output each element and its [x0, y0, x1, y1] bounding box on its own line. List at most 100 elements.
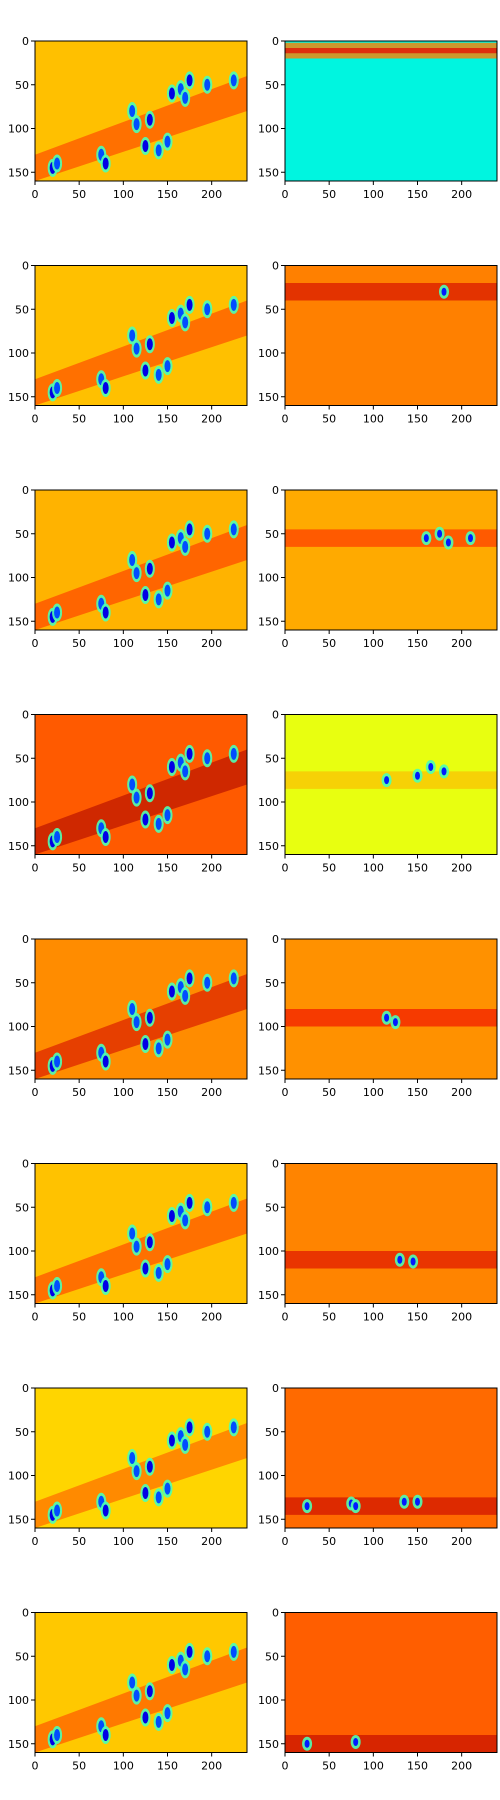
- x-tick-label: 200: [201, 1311, 222, 1324]
- y-tick-label: 100: [258, 572, 279, 585]
- y-tick-label: 50: [15, 752, 29, 765]
- heatmap-blob-core: [164, 809, 171, 822]
- y-tick-label: 100: [258, 1245, 279, 1258]
- heatmap-blob-core: [142, 140, 149, 152]
- heatmap-blob-core: [133, 567, 140, 580]
- heatmap-blob-core: [415, 1497, 420, 1506]
- x-tick-label: 0: [32, 1760, 39, 1773]
- heatmap-blob-core: [129, 1452, 136, 1464]
- heatmap-blob-core: [54, 1504, 61, 1517]
- heatmap-blob-core: [146, 787, 153, 800]
- heatmap-blob-core: [129, 554, 136, 566]
- heatmap-band: [35, 1423, 247, 1528]
- heatmap-blob-core: [397, 1255, 403, 1264]
- y-tick-label: 50: [265, 1426, 279, 1439]
- y-tick-label: 0: [272, 484, 279, 497]
- heatmap-blob-core: [133, 1689, 140, 1702]
- y-tick-label: 50: [265, 1650, 279, 1663]
- heatmap-blob-core: [410, 1257, 416, 1266]
- heatmap-blob-core: [353, 1738, 359, 1746]
- heatmap-panel: 0 50 100 150 200 0 50 100 150: [258, 1158, 498, 1324]
- y-tick-label: 100: [8, 1470, 29, 1483]
- heatmap-blob-core: [155, 817, 162, 830]
- y-tick-label: 150: [8, 840, 29, 853]
- heatmap-blob-core: [54, 382, 61, 394]
- heatmap-blob-core: [155, 1042, 162, 1055]
- heatmap-blob-core: [182, 765, 189, 778]
- x-tick-label: 0: [282, 862, 289, 875]
- heatmap-blob-core: [133, 791, 140, 804]
- heatmap-band: [35, 76, 247, 181]
- heatmap-blob-core: [142, 589, 149, 601]
- y-tick-label: 150: [258, 391, 279, 404]
- y-tick-label: 50: [265, 303, 279, 316]
- y-tick-label: 150: [8, 615, 29, 628]
- x-tick-label: 200: [201, 1760, 222, 1773]
- x-tick-label: 100: [113, 862, 134, 875]
- heatmap-blob-core: [54, 606, 61, 619]
- x-tick-label: 0: [282, 188, 289, 201]
- y-tick-label: 0: [22, 1382, 29, 1395]
- y-tick-label: 50: [265, 977, 279, 990]
- heatmap-band: [285, 48, 497, 54]
- heatmap-blob-core: [423, 534, 429, 543]
- x-tick-label: 150: [157, 637, 178, 650]
- heatmap-blob-core: [133, 1465, 140, 1478]
- heatmap-band: [285, 1497, 497, 1515]
- y-tick-label: 0: [22, 484, 29, 497]
- y-tick-label: 50: [15, 1650, 29, 1663]
- x-tick-label: 100: [363, 1760, 384, 1773]
- x-tick-label: 100: [113, 188, 134, 201]
- y-tick-label: 0: [22, 709, 29, 722]
- y-tick-label: 100: [8, 123, 29, 136]
- x-tick-label: 50: [72, 413, 86, 426]
- heatmap-blob-core: [155, 144, 162, 157]
- heatmap-blob-core: [146, 1011, 153, 1024]
- heatmap-blob-core: [230, 1645, 237, 1658]
- y-tick-label: 50: [265, 752, 279, 765]
- heatmap-blob-core: [186, 1645, 193, 1658]
- x-tick-label: 100: [363, 1311, 384, 1324]
- heatmap-blob-core: [133, 342, 140, 355]
- axes-frame: [284, 1163, 498, 1304]
- x-tick-label: 200: [451, 862, 472, 875]
- heatmap-blob-core: [186, 972, 193, 985]
- heatmap-blob-core: [146, 1236, 153, 1249]
- heatmap-panel: 0 50 100 150 200 0 50 100 150: [258, 1382, 498, 1548]
- heatmap-band: [35, 749, 247, 855]
- x-tick-label: 50: [322, 1086, 336, 1099]
- axes-frame: [34, 489, 248, 631]
- axes-frame: [284, 714, 498, 855]
- heatmap-blob-core: [304, 1502, 310, 1511]
- heatmap-blob-core: [155, 1491, 162, 1504]
- heatmap-blob-core: [168, 1210, 175, 1222]
- heatmap-blob-core: [54, 831, 61, 843]
- y-tick-label: 100: [258, 347, 279, 360]
- axes-frame: [284, 489, 498, 631]
- x-tick-label: 100: [363, 413, 384, 426]
- heatmap-blob-core: [142, 1038, 149, 1050]
- y-tick-label: 150: [258, 840, 279, 853]
- axes-frame: [34, 1612, 248, 1753]
- x-tick-label: 50: [72, 1311, 86, 1324]
- x-tick-label: 50: [72, 188, 86, 201]
- x-tick-label: 100: [363, 188, 384, 201]
- x-tick-label: 200: [201, 637, 222, 650]
- heatmap-blob-core: [146, 1685, 153, 1698]
- y-tick-label: 0: [272, 35, 279, 48]
- x-tick-label: 100: [113, 1086, 134, 1099]
- x-tick-label: 0: [282, 1086, 289, 1099]
- y-tick-label: 150: [258, 166, 279, 179]
- heatmap-band: [35, 974, 247, 1079]
- heatmap-blob-core: [230, 523, 237, 536]
- y-tick-label: 150: [8, 1289, 29, 1302]
- heatmap-blob-core: [168, 87, 175, 100]
- x-tick-label: 0: [282, 1760, 289, 1773]
- y-tick-label: 100: [8, 572, 29, 585]
- heatmap-blob-core: [182, 989, 189, 1002]
- heatmap-blob-core: [142, 364, 149, 377]
- heatmap-blob-core: [182, 91, 189, 104]
- y-tick-label: 150: [8, 1738, 29, 1751]
- heatmap-blob-core: [168, 761, 175, 773]
- x-tick-label: 0: [282, 1311, 289, 1324]
